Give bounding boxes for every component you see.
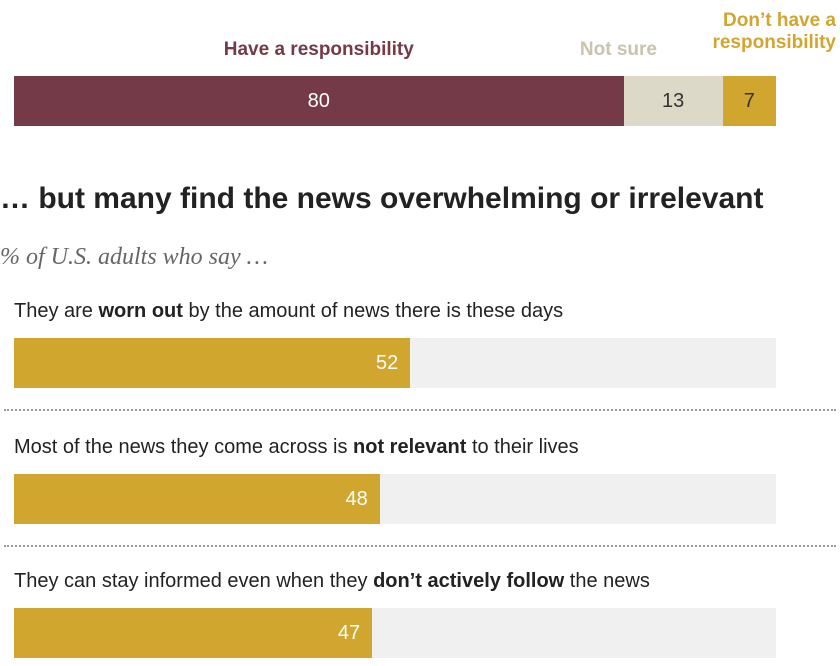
legend-label: Have a responsibility: [223, 39, 414, 60]
label-part: They are: [14, 300, 99, 322]
label-part: the news: [564, 570, 650, 592]
value-label: 13: [661, 90, 685, 112]
label-part: to their lives: [466, 436, 579, 458]
value-label: 52: [375, 352, 399, 374]
value-label: 48: [345, 488, 368, 510]
bar-segment: [623, 76, 723, 126]
value-label: 80: [307, 90, 330, 112]
chart-subtitle: % of U.S. adults who say …: [0, 244, 269, 270]
label-part: don’t actively follow: [373, 570, 565, 592]
label-part: They can stay informed even when they: [14, 570, 374, 592]
bar-segment: [722, 76, 776, 126]
category-label: They are worn out by the amount of news …: [14, 300, 563, 323]
label-part: by the amount of news there is these day…: [182, 300, 564, 322]
label-part: Most of the news they come across is: [14, 436, 354, 458]
legend-label: Don’t have a responsibility: [712, 10, 836, 53]
category-label: They can stay informed even when they do…: [14, 570, 650, 593]
value-label: 7: [743, 90, 755, 112]
separator: [4, 409, 836, 411]
category-label: Most of the news they come across is not…: [14, 436, 579, 459]
label-part: not relevant: [353, 436, 467, 458]
legend-label: Not sure: [579, 39, 657, 60]
bar: [14, 474, 380, 524]
chart-title: … but many find the news overwhelming or…: [0, 182, 764, 215]
value-label: 47: [337, 622, 361, 644]
separator: [4, 545, 836, 547]
bar: [14, 608, 373, 658]
label-part: worn out: [98, 300, 183, 322]
bar-segment: [14, 76, 624, 126]
bar: [14, 338, 411, 388]
